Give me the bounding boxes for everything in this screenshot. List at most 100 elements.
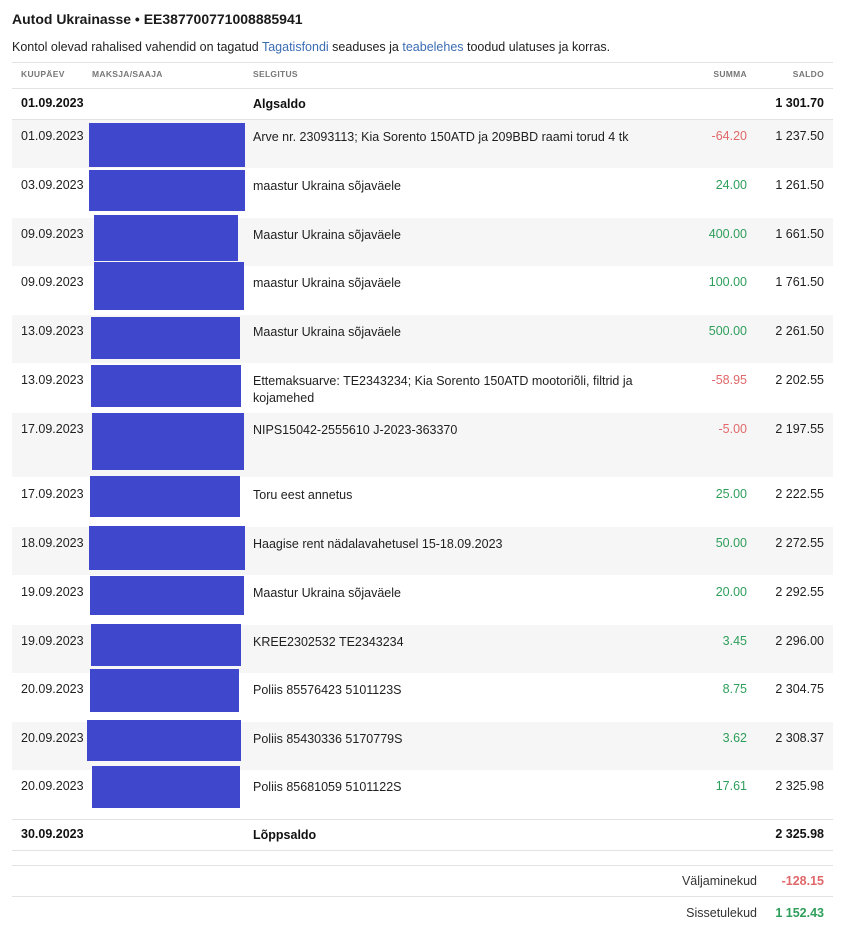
transaction-amount: 3.45 <box>722 634 747 648</box>
transaction-row[interactable]: 20.09.2023 Poliis 85576423 5101123S 8.75 2 … <box>12 673 833 721</box>
transaction-balance: 2 222.55 <box>775 487 824 501</box>
transaction-description: Poliis 85430336 5170779S <box>253 732 403 746</box>
transaction-amount: 17.61 <box>715 779 747 793</box>
transaction-date: 13.09.2023 <box>21 324 84 338</box>
transaction-date: 20.09.2023 <box>21 731 84 745</box>
closing-balance-row: 30.09.2023 Lõppsaldo 2 325.98 <box>12 819 833 850</box>
transaction-date: 17.09.2023 <box>21 487 84 501</box>
transaction-amount: 50.00 <box>715 536 747 550</box>
transaction-description: Maastur Ukraina sõjaväele <box>253 325 401 339</box>
column-header-description: SELGITUS <box>253 69 298 79</box>
transaction-date: 01.09.2023 <box>21 129 84 143</box>
transaction-date: 09.09.2023 <box>21 275 84 289</box>
redacted-party-name <box>91 317 240 359</box>
notice-text-middle: seaduses ja <box>328 40 403 54</box>
transaction-description: maastur Ukraina sõjaväele <box>253 276 401 290</box>
transaction-row[interactable]: 17.09.2023 Toru eest annetus 25.00 2 222.55 <box>12 478 833 526</box>
infosheet-link[interactable]: teabelehes <box>402 40 464 54</box>
transaction-row[interactable]: 09.09.2023 maastur Ukraina sõjaväele 100.0… <box>12 266 833 314</box>
notice-text-end: toodud ulatuses ja korras. <box>463 40 611 54</box>
divider <box>12 850 833 851</box>
transaction-balance: 2 304.75 <box>775 682 824 696</box>
opening-balance: 1 301.70 <box>775 96 824 110</box>
transaction-description: Ettemaksuarve: TE2343234; Kia Sorento 15… <box>253 374 633 405</box>
deposit-guarantee-notice: Kontol olevad rahalised vahendid on taga… <box>12 40 610 54</box>
transaction-balance: 2 197.55 <box>775 422 824 436</box>
transaction-amount: 500.00 <box>708 324 747 338</box>
transaction-date: 18.09.2023 <box>21 536 84 550</box>
tagatisfond-link[interactable]: Tagatisfondi <box>261 40 329 54</box>
transaction-description: NIPS15042-2555610 J-2023-363370 <box>253 423 458 437</box>
transaction-description: Poliis 85681059 5101122S <box>253 780 402 794</box>
transaction-description: Maastur Ukraina sõjaväele <box>253 228 401 242</box>
transaction-date: 13.09.2023 <box>21 373 84 387</box>
transaction-balance: 1 761.50 <box>775 275 824 289</box>
transaction-date: 19.09.2023 <box>21 585 84 599</box>
column-header-party: MAKSJA/SAAJA <box>92 69 163 79</box>
redacted-party-name <box>89 170 245 211</box>
transaction-row[interactable]: 03.09.2023 maastur Ukraina sõjaväele 24.00… <box>12 169 833 217</box>
transaction-description: Arve nr. 23093113; Kia Sorento 150ATD ja… <box>253 130 629 144</box>
transaction-amount: 100.00 <box>708 275 747 289</box>
redacted-party-name <box>91 365 241 407</box>
transaction-description: KREE2302532 TE2343234 <box>253 635 404 649</box>
divider <box>12 896 833 897</box>
transaction-date: 03.09.2023 <box>21 178 84 192</box>
column-header-amount: SUMMA <box>713 69 747 79</box>
column-header-date: KUUPÄEV <box>21 69 65 79</box>
transaction-amount: -5.00 <box>718 422 748 436</box>
redacted-party-name <box>91 624 241 666</box>
incoming-total: 1 152.43 <box>775 906 824 920</box>
transaction-description: Haagise rent nädalavahetusel 15-18.09.20… <box>253 537 503 551</box>
transaction-amount: -64.20 <box>711 129 747 143</box>
outgoing-total: -128.15 <box>781 874 824 888</box>
closing-date: 30.09.2023 <box>21 827 84 841</box>
opening-label: Algsaldo <box>253 97 306 111</box>
transaction-description: maastur Ukraina sõjaväele <box>253 179 401 193</box>
transaction-row[interactable]: 19.09.2023 Maastur Ukraina sõjaväele 20.00… <box>12 576 833 624</box>
transaction-balance: 2 261.50 <box>775 324 824 338</box>
transaction-description: Poliis 85576423 5101123S <box>253 683 402 697</box>
transaction-date: 20.09.2023 <box>21 779 84 793</box>
divider <box>12 62 833 63</box>
divider <box>12 819 833 820</box>
redacted-party-name <box>90 476 240 517</box>
redacted-party-name <box>90 576 244 615</box>
divider <box>12 865 833 866</box>
transaction-amount: 400.00 <box>708 227 747 241</box>
transaction-amount: 25.00 <box>715 487 747 501</box>
divider <box>12 119 833 120</box>
transaction-amount: -58.95 <box>711 373 747 387</box>
transaction-row[interactable]: 13.09.2023 Ettemaksuarve: TE2343234; Kia … <box>12 364 833 412</box>
redacted-party-name <box>90 669 239 712</box>
divider <box>12 88 833 89</box>
redacted-party-name <box>94 262 244 310</box>
transaction-amount: 20.00 <box>715 585 747 599</box>
redacted-party-name <box>87 720 241 761</box>
closing-balance: 2 325.98 <box>775 827 824 841</box>
transaction-balance: 2 292.55 <box>775 585 824 599</box>
transaction-balance: 2 202.55 <box>775 373 824 387</box>
closing-label: Lõppsaldo <box>253 828 317 842</box>
transaction-description: Maastur Ukraina sõjaväele <box>253 586 401 600</box>
column-header-balance: SALDO <box>792 69 824 79</box>
redacted-party-name <box>92 413 244 470</box>
transaction-date: 09.09.2023 <box>21 227 84 241</box>
opening-balance-row: 01.09.2023 Algsaldo 1 301.70 <box>12 88 833 119</box>
transaction-description: Toru eest annetus <box>253 488 353 502</box>
transaction-balance: 2 296.00 <box>775 634 824 648</box>
transaction-date: 19.09.2023 <box>21 634 84 648</box>
transaction-balance: 1 661.50 <box>775 227 824 241</box>
redacted-party-name <box>89 123 245 167</box>
outgoing-label: Väljaminekud <box>681 874 757 888</box>
transaction-balance: 2 325.98 <box>775 779 824 793</box>
transaction-date: 20.09.2023 <box>21 682 84 696</box>
notice-text-start: Kontol olevad rahalised vahendid on taga… <box>12 40 262 54</box>
transaction-row[interactable]: 20.09.2023 Poliis 85681059 5101122S 17.61 2… <box>12 770 833 818</box>
transaction-balance: 1 261.50 <box>775 178 824 192</box>
transaction-balance: 1 237.50 <box>775 129 824 143</box>
page-title: Autod Ukrainasse • EE387700771008885941 <box>12 11 303 27</box>
transaction-amount: 24.00 <box>715 178 747 192</box>
transaction-balance: 2 308.37 <box>775 731 824 745</box>
redacted-party-name <box>94 215 238 261</box>
